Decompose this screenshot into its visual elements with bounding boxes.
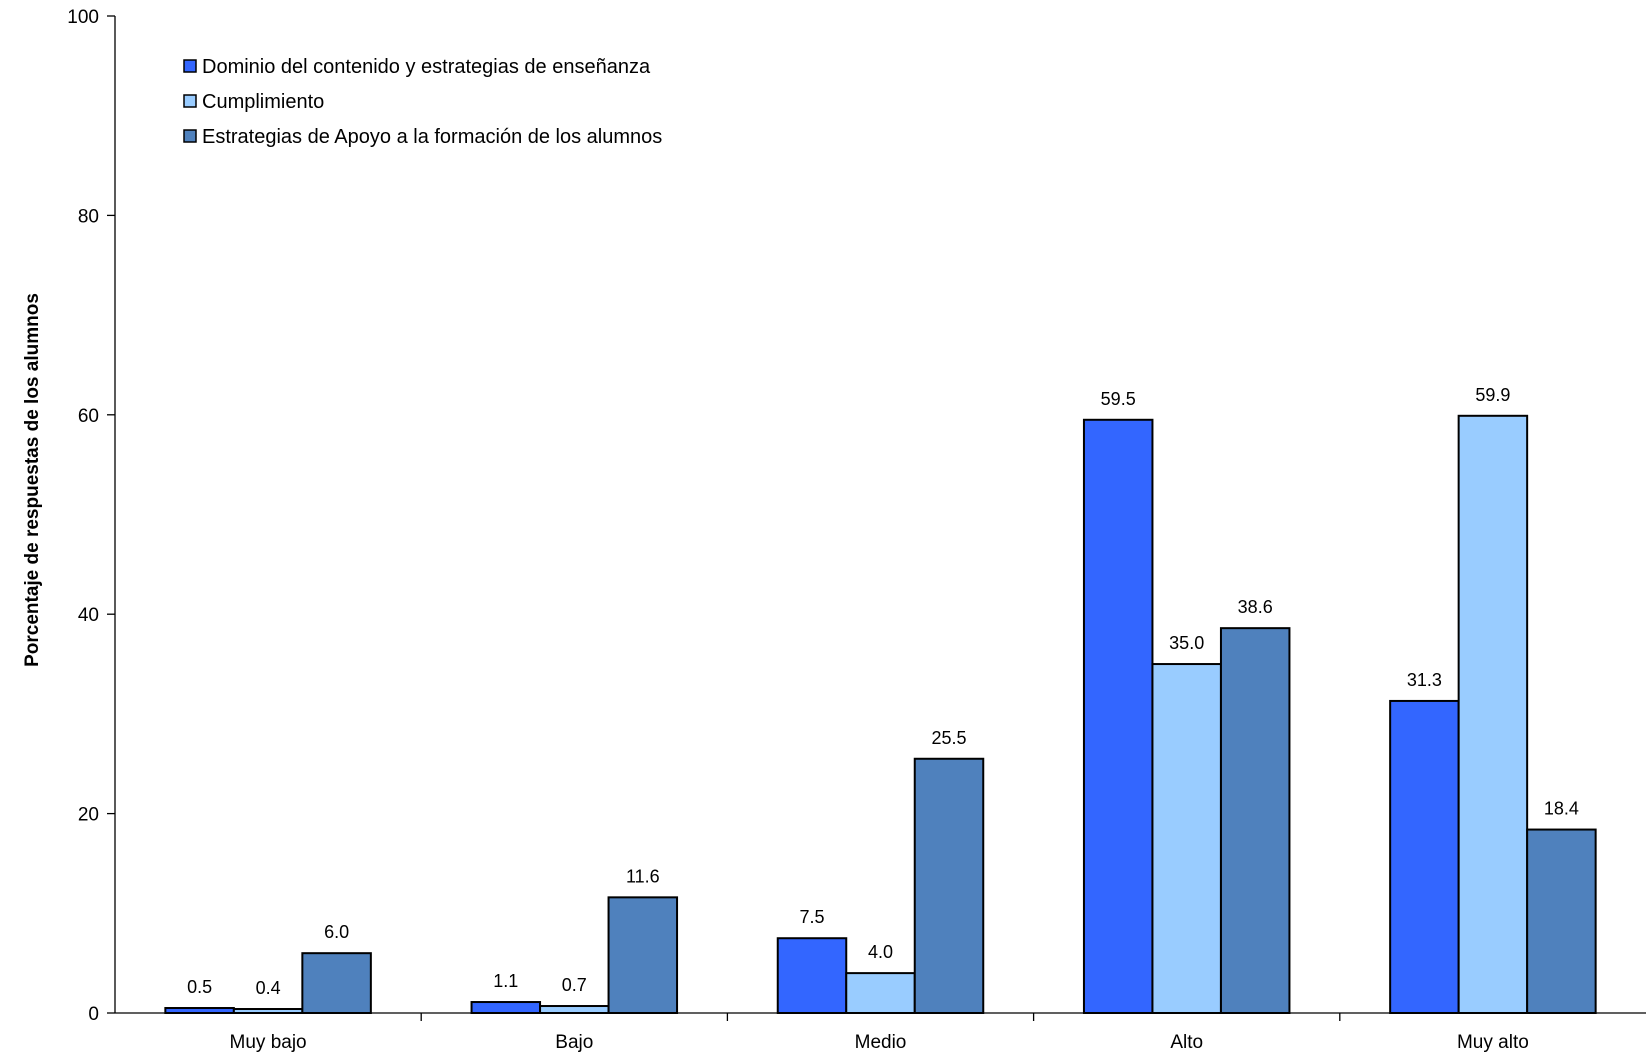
data-label: 0.4 xyxy=(256,978,281,998)
data-label: 38.6 xyxy=(1238,597,1273,617)
bar xyxy=(607,896,679,1015)
bar xyxy=(539,1005,610,1014)
bar xyxy=(776,937,848,1014)
bar xyxy=(1526,828,1597,1014)
y-axis-title: Porcentaje de respuestas de los alumnos xyxy=(22,293,43,667)
bar xyxy=(164,1007,235,1015)
data-labels-group: 0.5 0.4 6.0 1.1 0.7 11.6 7.5 4.0 25.5 59.5 35.0 38.… xyxy=(187,385,1579,998)
bars-group xyxy=(164,414,1597,1015)
y-tick-label: 80 xyxy=(78,206,99,227)
bar xyxy=(1082,418,1154,1015)
y-tick-label: 100 xyxy=(67,7,99,28)
legend-label: Cumplimiento xyxy=(202,91,324,113)
data-label: 11.6 xyxy=(626,866,660,886)
data-label: 6.0 xyxy=(324,922,349,942)
bar xyxy=(1151,663,1222,1014)
data-label: 0.7 xyxy=(562,975,587,995)
bar xyxy=(1219,627,1291,1015)
bar xyxy=(1389,699,1460,1015)
data-label: 31.3 xyxy=(1407,670,1442,690)
data-label: 18.4 xyxy=(1544,799,1579,819)
data-label: 1.1 xyxy=(493,971,518,991)
bar xyxy=(470,1001,542,1015)
x-category-label: Alto xyxy=(1170,1032,1203,1053)
legend-swatch xyxy=(183,94,197,108)
y-axis: 0 20 40 60 80 100 xyxy=(67,7,116,1025)
x-category-label: Muy alto xyxy=(1457,1032,1529,1053)
bar xyxy=(845,972,916,1014)
y-tick-label: 60 xyxy=(78,406,99,427)
y-tick-label: 0 xyxy=(88,1004,99,1025)
data-label: 59.9 xyxy=(1475,385,1510,405)
data-label: 59.5 xyxy=(1101,389,1136,409)
data-label: 25.5 xyxy=(931,728,966,748)
legend: Dominio del contenido y estrategias de e… xyxy=(183,56,662,148)
legend-swatch xyxy=(183,129,197,143)
data-label: 35.0 xyxy=(1169,633,1204,653)
y-tick-label: 40 xyxy=(78,605,99,626)
x-category-label: Bajo xyxy=(555,1032,593,1053)
bar xyxy=(913,757,985,1015)
x-category-label: Muy bajo xyxy=(230,1032,307,1053)
data-label: 7.5 xyxy=(799,907,824,927)
data-label: 0.5 xyxy=(187,977,212,997)
legend-label: Estrategias de Apoyo a la formación de l… xyxy=(202,126,662,148)
x-category-label: Medio xyxy=(855,1032,907,1053)
bar xyxy=(301,952,372,1014)
y-tick-label: 20 xyxy=(78,805,99,826)
bar xyxy=(1457,414,1529,1014)
legend-swatch xyxy=(183,59,197,73)
legend-label: Dominio del contenido y estrategias de e… xyxy=(202,56,651,78)
x-axis: Muy bajo Bajo Medio Alto Muy alto xyxy=(115,1012,1646,1053)
data-label: 4.0 xyxy=(868,942,893,962)
